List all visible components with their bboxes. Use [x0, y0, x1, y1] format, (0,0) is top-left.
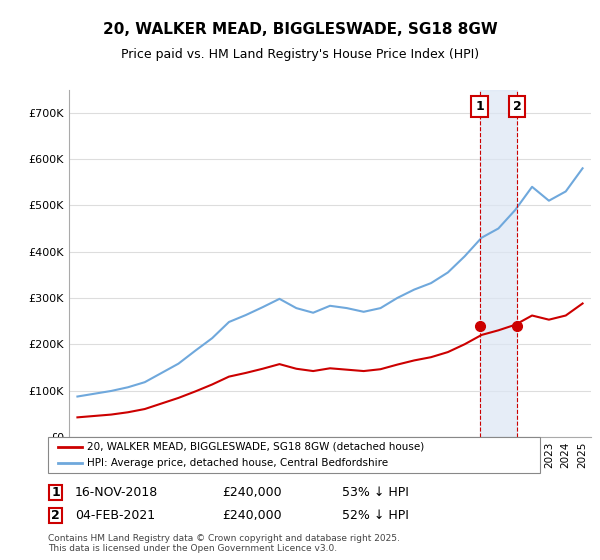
FancyBboxPatch shape — [48, 437, 540, 473]
FancyBboxPatch shape — [49, 485, 62, 501]
Text: £240,000: £240,000 — [222, 486, 281, 500]
Bar — [479, 90, 517, 437]
Text: 1: 1 — [51, 486, 60, 500]
Text: Price paid vs. HM Land Registry's House Price Index (HPI): Price paid vs. HM Land Registry's House … — [121, 48, 479, 60]
Text: 16-NOV-2018: 16-NOV-2018 — [75, 486, 158, 500]
Text: 20, WALKER MEAD, BIGGLESWADE, SG18 8GW: 20, WALKER MEAD, BIGGLESWADE, SG18 8GW — [103, 22, 497, 38]
Text: Contains HM Land Registry data © Crown copyright and database right 2025.
This d: Contains HM Land Registry data © Crown c… — [48, 534, 400, 553]
Text: 2: 2 — [512, 100, 521, 113]
Text: 20, WALKER MEAD, BIGGLESWADE, SG18 8GW (detached house): 20, WALKER MEAD, BIGGLESWADE, SG18 8GW (… — [88, 442, 425, 452]
Text: 04-FEB-2021: 04-FEB-2021 — [75, 508, 155, 522]
Text: 52% ↓ HPI: 52% ↓ HPI — [342, 508, 409, 522]
FancyBboxPatch shape — [49, 507, 62, 523]
Text: 2: 2 — [51, 508, 60, 522]
Text: HPI: Average price, detached house, Central Bedfordshire: HPI: Average price, detached house, Cent… — [88, 458, 388, 468]
Text: 53% ↓ HPI: 53% ↓ HPI — [342, 486, 409, 500]
Text: £240,000: £240,000 — [222, 508, 281, 522]
Text: 1: 1 — [475, 100, 484, 113]
